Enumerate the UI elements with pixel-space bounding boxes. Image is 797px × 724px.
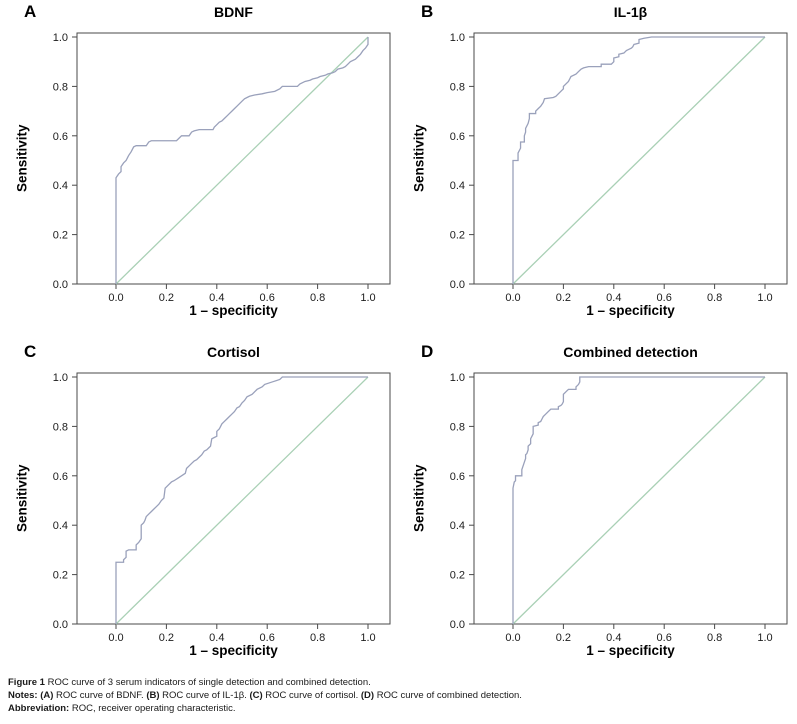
y-tick-label: 0.0 — [450, 279, 465, 291]
x-tick-label: 0.0 — [108, 292, 123, 304]
y-tick-label: 0.0 — [53, 619, 68, 631]
y-tick-label: 0.4 — [53, 180, 68, 192]
y-tick-label: 0.2 — [450, 230, 465, 242]
y-tick-label: 0.6 — [53, 471, 68, 483]
roc-plot-bdnf: 0.0 0.2 0.4 0.6 0.8 1.0 0.0 0.2 0.4 0.6 0.8 1.0 — [53, 32, 391, 304]
caption-bold-text: Notes: — [8, 690, 41, 701]
panel-letter-b: B — [421, 2, 434, 21]
plot-frame — [76, 372, 391, 625]
x-tick-label: 0.4 — [209, 292, 224, 304]
roc-plot-combined: 0.0 0.2 0.4 0.6 0.8 1.0 0.0 0.2 0.4 0.6 0.8 1.0 — [450, 372, 788, 644]
panel-letter-a: A — [24, 2, 37, 21]
panel-title-bdnf: BDNF — [214, 4, 253, 20]
roc-plot-il1b: 0.0 0.2 0.4 0.6 0.8 1.0 0.0 0.2 0.4 0.6 0.8 1.0 — [450, 32, 788, 304]
x-tick-label: 0.2 — [159, 632, 174, 644]
caption-bold-text: Abbreviation: — [8, 703, 72, 714]
caption-line: Abbreviation: ROC, receiver operating ch… — [8, 702, 792, 715]
caption-text: ROC, receiver operating characteristic. — [71, 703, 236, 714]
y-tick-label: 1.0 — [450, 32, 465, 44]
x-tick-label: 0.8 — [707, 632, 722, 644]
x-axis-label: 1 – specificity — [586, 643, 675, 658]
roc-curve-line — [512, 376, 765, 624]
panel-letter-c: C — [24, 342, 37, 361]
caption-line: Notes: (A) ROC curve of BDNF. (B) ROC cu… — [8, 689, 792, 702]
x-tick-label: 0.6 — [657, 292, 672, 304]
caption-bold-text: (D) — [360, 690, 375, 701]
caption-text: ROC curve of 3 serum indicators of singl… — [47, 677, 371, 688]
y-tick-label: 0.4 — [53, 520, 68, 532]
y-tick-label: 0.4 — [450, 520, 465, 532]
roc-curve-line — [115, 37, 369, 284]
y-tick-label: 0.2 — [53, 570, 68, 582]
panel-title-cortisol: Cortisol — [207, 344, 260, 360]
caption-text: ROC curve of combined detection. — [374, 690, 522, 701]
y-tick-label: 0.8 — [53, 421, 68, 433]
caption-bold-text: (C) — [249, 690, 263, 701]
panel-title-combined: Combined detection — [563, 344, 698, 360]
y-tick-label: 0.0 — [450, 619, 465, 631]
panel-cortisol: C Cortisol Sensitivity 0.0 0.2 0.4 0.6 0.8 1.… — [0, 340, 397, 678]
y-tick-label: 1.0 — [53, 372, 68, 384]
y-tick-label: 0.6 — [53, 131, 68, 143]
x-tick-label: 0.6 — [657, 632, 672, 644]
panel-title-il1b: IL-1β — [613, 4, 648, 20]
y-tick-label: 0.8 — [450, 81, 465, 93]
reference-line — [115, 376, 369, 625]
x-axis-label: 1 – specificity — [586, 303, 675, 318]
x-tick-label: 0.4 — [209, 632, 224, 644]
x-tick-label: 0.8 — [707, 292, 722, 304]
x-tick-label: 1.0 — [757, 292, 772, 304]
caption-line: Figure 1 ROC curve of 3 serum indicators… — [8, 676, 792, 689]
y-tick-label: 0.6 — [450, 131, 465, 143]
panel-letter-d: D — [421, 342, 434, 361]
caption-text: ROC curve of BDNF. — [53, 690, 147, 701]
plot-frame — [473, 32, 788, 285]
x-tick-label: 0.2 — [556, 632, 571, 644]
y-tick-label: 0.2 — [53, 230, 68, 242]
y-tick-label: 1.0 — [53, 32, 68, 44]
x-axis-label: 1 – specificity — [189, 303, 278, 318]
x-tick-label: 0.6 — [260, 632, 275, 644]
plot-frame — [473, 372, 788, 625]
y-tick-label: 0.8 — [450, 421, 465, 433]
x-tick-label: 0.2 — [556, 292, 571, 304]
x-tick-label: 1.0 — [360, 292, 375, 304]
panel-combined: D Combined detection Sensitivity 0.0 0.2 0… — [397, 340, 794, 678]
x-tick-label: 1.0 — [757, 632, 772, 644]
y-tick-label: 0.2 — [450, 570, 465, 582]
panel-il1b: B IL-1β Sensitivity 0.0 0.2 0.4 0.6 0.8 1.0 0.… — [397, 0, 794, 338]
x-tick-label: 0.4 — [606, 292, 621, 304]
roc-curve-line — [512, 36, 765, 284]
reference-line — [115, 36, 369, 285]
caption-text: ROC curve of IL-1β. — [159, 690, 250, 701]
x-tick-label: 0.0 — [505, 632, 520, 644]
y-tick-label: 0.6 — [450, 471, 465, 483]
x-tick-label: 0.8 — [310, 292, 325, 304]
x-tick-label: 0.0 — [108, 632, 123, 644]
reference-line — [512, 376, 766, 625]
y-tick-label: 0.8 — [53, 81, 68, 93]
reference-line — [512, 36, 766, 285]
caption-bold-text: (B) — [146, 690, 160, 701]
x-tick-label: 1.0 — [360, 632, 375, 644]
plot-frame — [76, 32, 391, 285]
x-tick-label: 0.8 — [310, 632, 325, 644]
roc-curve-line — [115, 376, 368, 624]
figure-caption: Figure 1 ROC curve of 3 serum indicators… — [8, 676, 792, 715]
caption-bold-text: (A) — [40, 690, 54, 701]
caption-bold-text: Figure 1 — [8, 677, 48, 688]
x-tick-label: 0.0 — [505, 292, 520, 304]
y-tick-label: 0.4 — [450, 180, 465, 192]
caption-text: ROC curve of cortisol. — [262, 690, 361, 701]
y-tick-label: 0.0 — [53, 279, 68, 291]
x-axis-label: 1 – specificity — [189, 643, 278, 658]
y-tick-label: 1.0 — [450, 372, 465, 384]
panel-bdnf: A BDNF Sensitivity 0.0 0.2 0.4 0.6 0.8 1.0 0.0… — [0, 0, 397, 338]
x-tick-label: 0.4 — [606, 632, 621, 644]
x-tick-label: 0.2 — [159, 292, 174, 304]
x-tick-label: 0.6 — [260, 292, 275, 304]
roc-plot-cortisol: 0.0 0.2 0.4 0.6 0.8 1.0 0.0 0.2 0.4 0.6 0.8 1.0 — [53, 372, 391, 644]
